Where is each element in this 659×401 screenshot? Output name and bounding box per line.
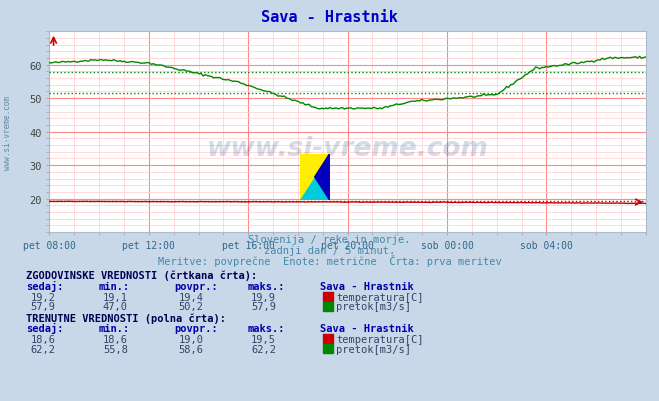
Text: Slovenija / reke in morje.: Slovenija / reke in morje. xyxy=(248,235,411,245)
Text: 19,4: 19,4 xyxy=(179,292,204,302)
Text: 18,6: 18,6 xyxy=(30,334,55,344)
Text: sedaj:: sedaj: xyxy=(26,281,64,292)
Text: povpr.:: povpr.: xyxy=(175,324,218,334)
Text: pretok[m3/s]: pretok[m3/s] xyxy=(336,344,411,354)
Text: 50,2: 50,2 xyxy=(179,302,204,312)
Polygon shape xyxy=(300,154,330,200)
Text: maks.:: maks.: xyxy=(247,282,285,292)
Text: 19,5: 19,5 xyxy=(251,334,276,344)
Text: 19,1: 19,1 xyxy=(103,292,128,302)
Text: 58,6: 58,6 xyxy=(179,344,204,354)
Text: 57,9: 57,9 xyxy=(30,302,55,312)
Text: 62,2: 62,2 xyxy=(30,344,55,354)
Text: temperatura[C]: temperatura[C] xyxy=(336,334,424,344)
Text: temperatura[C]: temperatura[C] xyxy=(336,292,424,302)
Text: Meritve: povprečne  Enote: metrične  Črta: prva meritev: Meritve: povprečne Enote: metrične Črta:… xyxy=(158,254,501,266)
Text: 62,2: 62,2 xyxy=(251,344,276,354)
Text: 55,8: 55,8 xyxy=(103,344,128,354)
Text: povpr.:: povpr.: xyxy=(175,282,218,292)
Text: 47,0: 47,0 xyxy=(103,302,128,312)
Text: sedaj:: sedaj: xyxy=(26,323,64,334)
Text: 19,2: 19,2 xyxy=(30,292,55,302)
Text: Sava - Hrastnik: Sava - Hrastnik xyxy=(320,324,413,334)
Text: 19,9: 19,9 xyxy=(251,292,276,302)
Text: Sava - Hrastnik: Sava - Hrastnik xyxy=(320,282,413,292)
Text: maks.:: maks.: xyxy=(247,324,285,334)
Text: 19,0: 19,0 xyxy=(179,334,204,344)
Text: TRENUTNE VREDNOSTI (polna črta):: TRENUTNE VREDNOSTI (polna črta): xyxy=(26,312,226,323)
Text: 57,9: 57,9 xyxy=(251,302,276,312)
Polygon shape xyxy=(300,154,330,200)
Text: min.:: min.: xyxy=(99,282,130,292)
Polygon shape xyxy=(315,154,330,200)
Text: www.si-vreme.com: www.si-vreme.com xyxy=(207,136,488,161)
Text: 18,6: 18,6 xyxy=(103,334,128,344)
Text: www.si-vreme.com: www.si-vreme.com xyxy=(3,95,13,169)
Text: min.:: min.: xyxy=(99,324,130,334)
Text: Sava - Hrastnik: Sava - Hrastnik xyxy=(261,10,398,25)
Text: zadnji dan / 5 minut.: zadnji dan / 5 minut. xyxy=(264,245,395,255)
Text: pretok[m3/s]: pretok[m3/s] xyxy=(336,302,411,312)
Text: ZGODOVINSKE VREDNOSTI (črtkana črta):: ZGODOVINSKE VREDNOSTI (črtkana črta): xyxy=(26,270,258,281)
